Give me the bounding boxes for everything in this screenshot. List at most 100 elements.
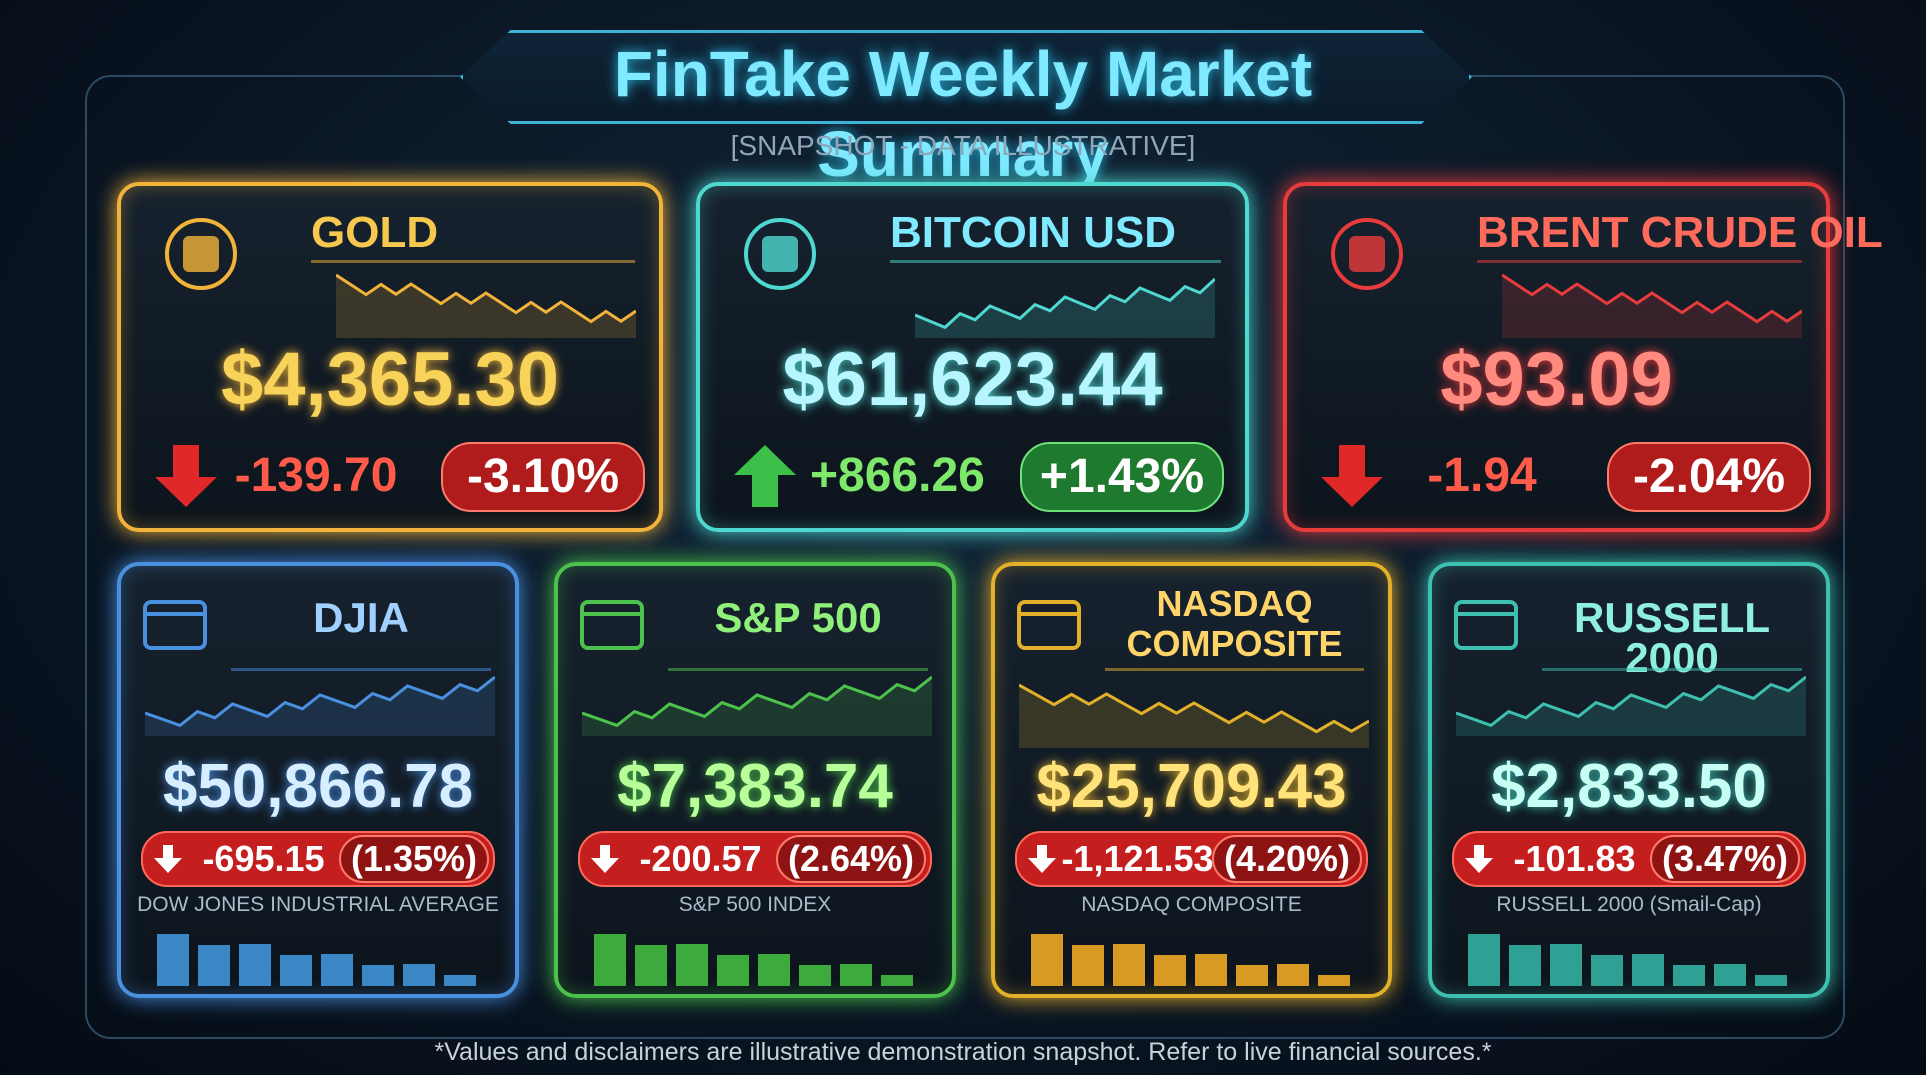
volume-bars [1468, 934, 1787, 986]
percent-pill: (3.47%) [1650, 835, 1800, 883]
sparkline [145, 675, 495, 736]
sparkline-area [1502, 275, 1802, 338]
card: DJIA $50,866.78 -695.15 (1.35%) DOW JONES IN… [117, 562, 519, 998]
title-box [460, 30, 1472, 124]
change: -1.94 [1427, 449, 1537, 502]
sparkline-line [145, 675, 495, 728]
volume-bar [1318, 975, 1350, 986]
volume-bar [1113, 944, 1145, 986]
volume-bar [444, 975, 476, 986]
price: $2,833.50 [1491, 752, 1767, 821]
volume-bar [1632, 954, 1664, 986]
sparkline-line [915, 277, 1215, 330]
sparkline [1502, 273, 1802, 338]
arrow-shape [591, 845, 619, 873]
change: -1,121.53 [1061, 838, 1214, 879]
volume-bar [1195, 954, 1227, 986]
percent-pill: (2.64%) [776, 835, 926, 883]
card-title: GOLD [311, 208, 439, 257]
icon [1017, 600, 1081, 650]
change: -695.15 [202, 838, 325, 879]
sparkline-area [145, 677, 495, 736]
arrow-shape [1028, 845, 1056, 873]
icon-ring [165, 218, 237, 290]
volume-bar [321, 954, 353, 986]
icon-body [183, 236, 219, 272]
volume-bar [594, 934, 626, 986]
icon-body [1349, 236, 1385, 272]
title-rule [311, 260, 635, 263]
percent-pill: -3.10% [441, 442, 645, 512]
sparkline-line [1019, 683, 1369, 734]
sparkline [1019, 683, 1369, 748]
percent-pill: -2.04% [1607, 442, 1811, 512]
volume-bar [239, 944, 271, 986]
volume-bar [1673, 965, 1705, 986]
volume-bar [1154, 955, 1186, 986]
sparkline [582, 675, 932, 736]
change-arrow [1465, 845, 1493, 873]
icon-ring [1331, 218, 1403, 290]
arrow-shape [734, 445, 796, 507]
description: DOW JONES INDUSTRIAL AVERAGE [137, 893, 499, 916]
change-arrow [1321, 445, 1383, 507]
arrow-shape [1321, 445, 1383, 507]
volume-bar [881, 975, 913, 986]
change-pill: -200.57 (2.64%) [578, 831, 932, 887]
title-rule [890, 260, 1221, 263]
volume-bar [362, 965, 394, 986]
volume-bar [1550, 944, 1582, 986]
subtitle: [SNAPSHOT - DATA ILLUSTRATIVE] [730, 130, 1196, 161]
price: $50,866.78 [162, 752, 474, 821]
icon [580, 600, 644, 650]
change-pill: -101.83 (3.47%) [1452, 831, 1806, 887]
volume-bar [717, 955, 749, 986]
sparkline-area [336, 275, 636, 338]
price: $93.09 [1440, 337, 1673, 422]
volume-bar [280, 955, 312, 986]
volume-bar [1714, 964, 1746, 986]
card: RUSSELL 2000 $2,833.50 -101.83 (3.47%) RUSSE… [1428, 562, 1830, 998]
change-arrow [734, 445, 796, 507]
card-title: BRENT CRUDE OIL [1477, 208, 1883, 257]
icon [1454, 600, 1518, 650]
volume-bars [594, 934, 913, 986]
volume-bar [403, 964, 435, 986]
icon [165, 218, 237, 290]
volume-bar [1468, 934, 1500, 986]
icon [744, 218, 816, 290]
percent-pill: +1.43% [1020, 442, 1224, 512]
sparkline-line [1456, 675, 1806, 728]
arrow-shape [155, 445, 217, 507]
price: $4,365.30 [220, 337, 560, 422]
change-arrow [1028, 845, 1056, 873]
volume-bar [1591, 955, 1623, 986]
icon-body [143, 600, 207, 650]
card: NASDAQ COMPOSITE $25,709.43 -1,121.53 (4.20… [991, 562, 1392, 998]
description: RUSSELL 2000 (Smail-Cap) [1496, 893, 1762, 916]
card-title: BITCOIN USD [890, 208, 1176, 257]
sparkline [336, 273, 636, 338]
description: S&P 500 INDEX [678, 893, 832, 916]
card-title: RUSSELL 2000 [1573, 594, 1770, 681]
title: FinTake Weekly Market Summary [613, 38, 1313, 190]
sparkline [915, 277, 1215, 338]
sparkline-line [336, 273, 636, 324]
sparkline-area [582, 677, 932, 736]
icon-ring [744, 218, 816, 290]
percent-pill: (1.35%) [339, 835, 489, 883]
volume-bars [157, 934, 476, 986]
sparkline-line [582, 675, 932, 728]
sparkline-area [1019, 685, 1369, 748]
percent-pill: (4.20%) [1212, 835, 1362, 883]
card-title: S&P 500 [714, 594, 882, 641]
change-arrow [591, 845, 619, 873]
card: BRENT CRUDE OIL $93.09 -1.94 -2.04% [1283, 182, 1883, 532]
volume-bar [1509, 945, 1541, 986]
sparkline-area [1456, 677, 1806, 736]
price: $61,623.44 [782, 337, 1163, 422]
volume-bar [635, 945, 667, 986]
volume-bar [840, 964, 872, 986]
icon-body [580, 600, 644, 650]
